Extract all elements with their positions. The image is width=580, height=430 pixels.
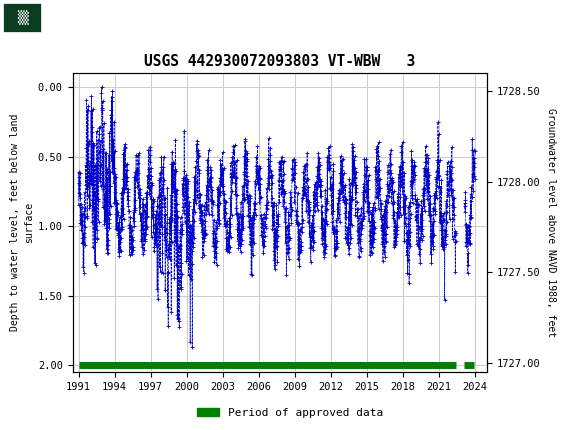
- Text: ▒: ▒: [17, 10, 27, 25]
- Y-axis label: Depth to water level, feet below land
surface: Depth to water level, feet below land su…: [10, 114, 34, 331]
- Title: USGS 442930072093803 VT-WBW   3: USGS 442930072093803 VT-WBW 3: [144, 54, 415, 69]
- Legend: Period of approved data: Period of approved data: [193, 403, 387, 422]
- FancyBboxPatch shape: [3, 3, 41, 32]
- Text: USGS: USGS: [49, 10, 96, 25]
- Y-axis label: Groundwater level above NAVD 1988, feet: Groundwater level above NAVD 1988, feet: [546, 108, 556, 337]
